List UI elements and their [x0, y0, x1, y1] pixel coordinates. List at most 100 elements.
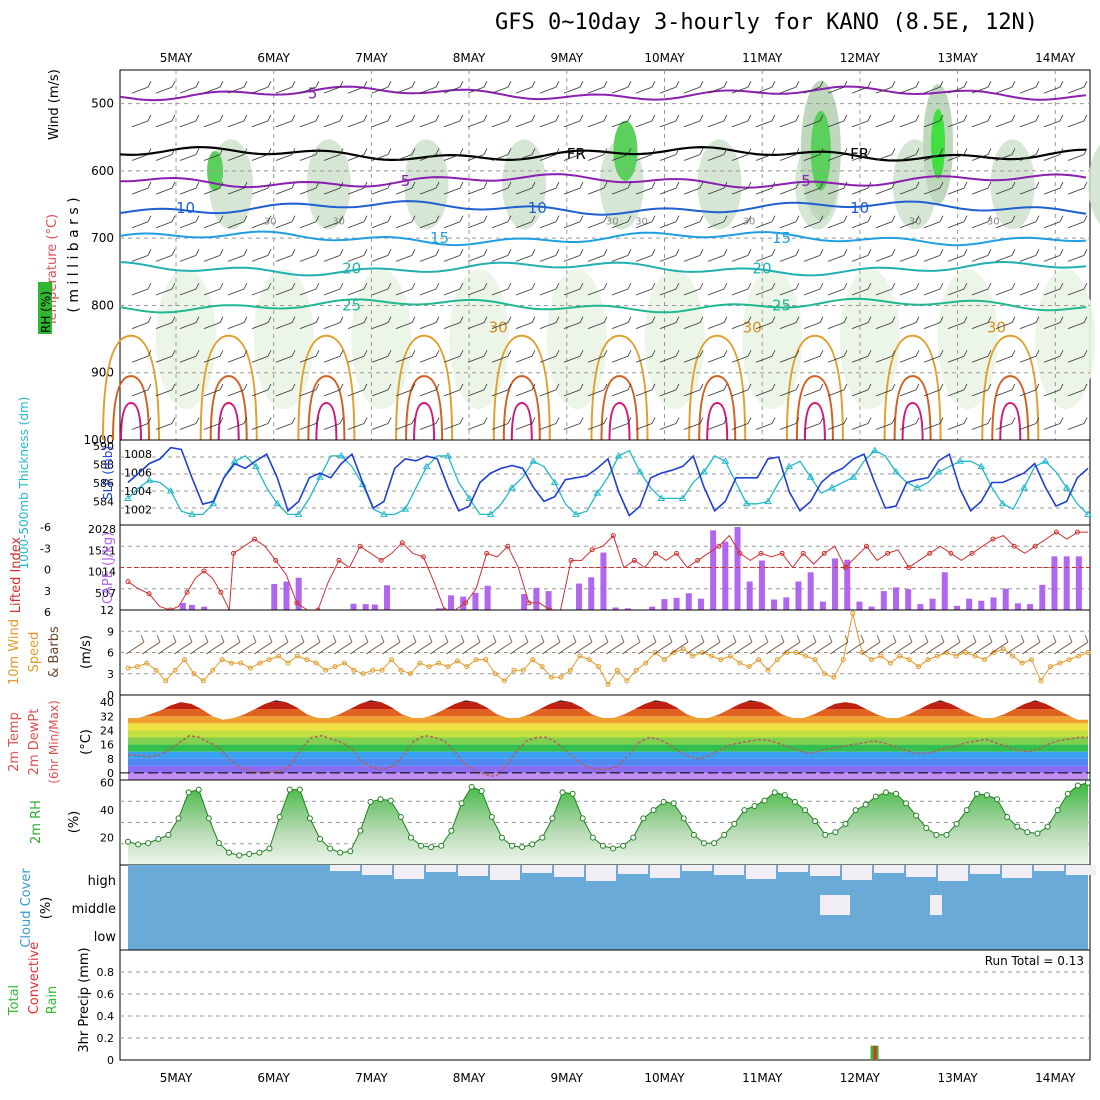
wind-speed-point [718, 657, 724, 663]
surface-wind-barb-feather [412, 634, 417, 643]
thickness-point [273, 499, 282, 507]
wind-barb [731, 254, 749, 262]
isotherm-25 [119, 297, 1087, 314]
surface-wind-barb-feather [924, 634, 929, 643]
surface-wind-barb-feather [1052, 634, 1057, 643]
wind-barb-feather [819, 114, 824, 121]
wind-barb-feather [483, 282, 488, 290]
temp-tick: 0 [107, 767, 114, 780]
wind-barb [155, 322, 173, 330]
lifted-index-point [1053, 529, 1059, 535]
cape-bar [868, 606, 875, 610]
wind-barb-feather [771, 417, 776, 424]
wind-barb [1043, 322, 1061, 330]
wind-barb [179, 254, 197, 262]
wind-barb [707, 288, 725, 296]
wind-barb [323, 86, 341, 94]
surface-wind-barb-feather [876, 634, 881, 643]
wind-speed-point [247, 665, 253, 671]
wind-barb [155, 86, 173, 94]
surface-wind-barb-feather [636, 634, 641, 643]
wind-speed-point [614, 667, 620, 673]
warm-contour-35 [209, 375, 248, 441]
wind-barb [539, 221, 557, 229]
wind-barb [467, 322, 485, 330]
wind-barb [923, 288, 941, 296]
wind-speed-point [972, 653, 978, 659]
wind-barb [731, 389, 749, 397]
wind-barb-feather [435, 316, 440, 323]
wind-speed-point [181, 657, 187, 663]
rh-point [1044, 823, 1051, 830]
temp-band [128, 723, 1088, 731]
lifted-index-point [273, 557, 279, 563]
wind-barb [635, 355, 653, 363]
wind-barb-feather [651, 181, 656, 189]
surface-wind-barb-feather [588, 634, 593, 643]
wind-barb-feather [459, 114, 464, 121]
wind-barb [371, 423, 389, 430]
wind-barb [323, 355, 341, 363]
wind-barb [467, 187, 485, 195]
wind-barb-feather [771, 282, 776, 290]
wind-barb-feather [579, 181, 584, 189]
wind-barb [563, 120, 581, 128]
wind-barb-feather [363, 383, 368, 391]
wind-barb [755, 120, 773, 128]
wind-barb-feather [675, 316, 680, 323]
wind-barb-feather [171, 181, 176, 189]
surface-wind-barb-feather [892, 634, 897, 643]
wind-barb-feather [171, 282, 176, 290]
cape-bar [710, 530, 717, 610]
wind-barb [1019, 221, 1037, 229]
surface-wind-barb-feather [812, 634, 817, 643]
wind-barb-feather [531, 81, 536, 88]
wind-barb [803, 355, 821, 363]
surface-wind-barb-feather [668, 634, 673, 643]
wind-barb [323, 288, 341, 296]
wind-barb-feather [243, 316, 248, 323]
rh-point [963, 807, 970, 814]
rh-label-30: 30 [743, 217, 756, 228]
wind-barb-feather [579, 316, 584, 323]
wind-barb-feather [867, 215, 872, 222]
cape-bar [771, 599, 778, 610]
wind-barb [155, 254, 173, 262]
thickness-point [252, 462, 260, 470]
wind-barb [731, 86, 749, 94]
wind-barb [179, 221, 197, 229]
rh-shade [839, 269, 900, 410]
cape-bar [1002, 588, 1009, 610]
wind-barb-feather [1083, 316, 1088, 323]
wind-barb-feather [963, 81, 968, 88]
lifted-index-point [1074, 529, 1080, 535]
warm-contour-30 [297, 334, 356, 441]
slp-line [127, 446, 1089, 517]
thickness-tick: 590 [93, 440, 114, 453]
wind-barb [659, 120, 677, 128]
wind-barb-feather [387, 350, 392, 357]
wind-barb-feather [627, 350, 632, 357]
surface-wind-barb [701, 641, 721, 655]
wind-barb [947, 322, 965, 330]
cape-bar [758, 560, 765, 610]
surface-wind-barb-feather [428, 634, 433, 643]
wind-barb [395, 154, 413, 161]
wind-speed-point [1000, 646, 1006, 652]
cloud-gap-high [522, 865, 552, 873]
wind-barb-feather [339, 350, 344, 357]
wind-barb-feather [387, 417, 392, 424]
wind-speed-point [351, 667, 357, 673]
thickness-point [678, 494, 687, 501]
thickness-point [550, 478, 559, 485]
wind-barb [875, 120, 893, 128]
wind-barb [755, 254, 773, 262]
wind-barb-feather [723, 282, 728, 290]
wind-barb-feather [459, 148, 464, 155]
wind-barb [611, 154, 629, 161]
wind-speed-point [191, 671, 197, 677]
wind-barb [875, 423, 893, 430]
cloud-gap-high [394, 865, 424, 879]
surface-wind-barb-feather [716, 634, 721, 643]
wind-barb [995, 187, 1013, 195]
